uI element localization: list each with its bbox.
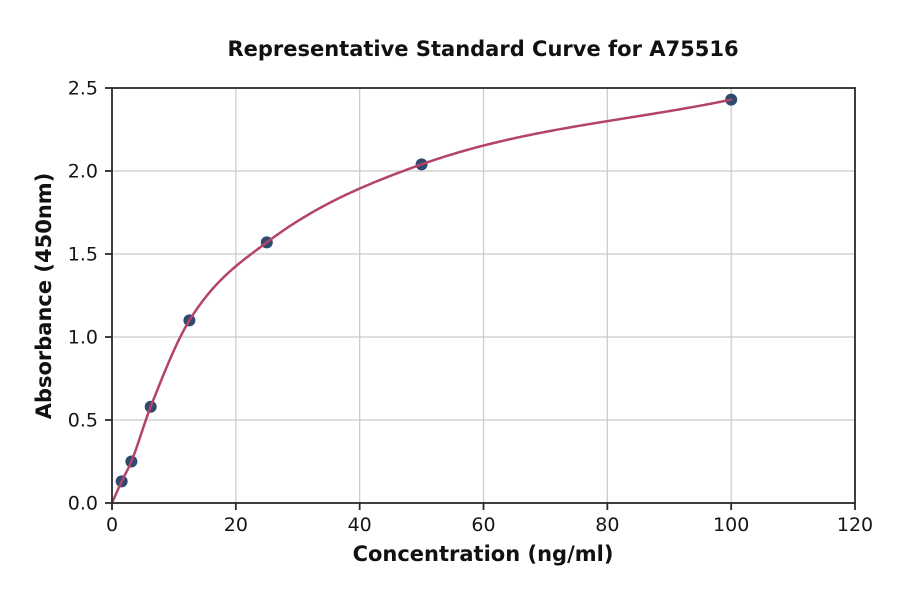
x-tick-label: 120 [837, 514, 873, 536]
x-tick-label: 0 [106, 514, 118, 536]
gridlines-layer [111, 87, 856, 504]
x-tick-label: 20 [224, 514, 248, 536]
x-tick-label: 40 [348, 514, 372, 536]
y-tick-label: 2.0 [68, 161, 98, 183]
y-tick-label: 1.5 [68, 244, 98, 266]
y-tick-label: 2.5 [68, 78, 98, 100]
y-tick-label: 1.0 [68, 327, 98, 349]
chart-title: Representative Standard Curve for A75516 [227, 37, 738, 61]
y-tick-label: 0.5 [68, 410, 98, 432]
x-tick-label: 100 [713, 514, 749, 536]
series-layer [110, 93, 738, 505]
tick-labels-layer: 0 20 40 60 80 100 120 0.0 0.5 1.0 1.5 2.0 2.5 [68, 78, 873, 537]
x-tick-label: 80 [595, 514, 619, 536]
fit-curve [110, 98, 733, 505]
y-axis-label: Absorbance (450nm) [32, 173, 56, 420]
x-axis-label: Concentration (ng/ml) [353, 542, 614, 566]
y-tick-label: 0.0 [68, 493, 98, 515]
x-tick-label: 60 [471, 514, 495, 536]
